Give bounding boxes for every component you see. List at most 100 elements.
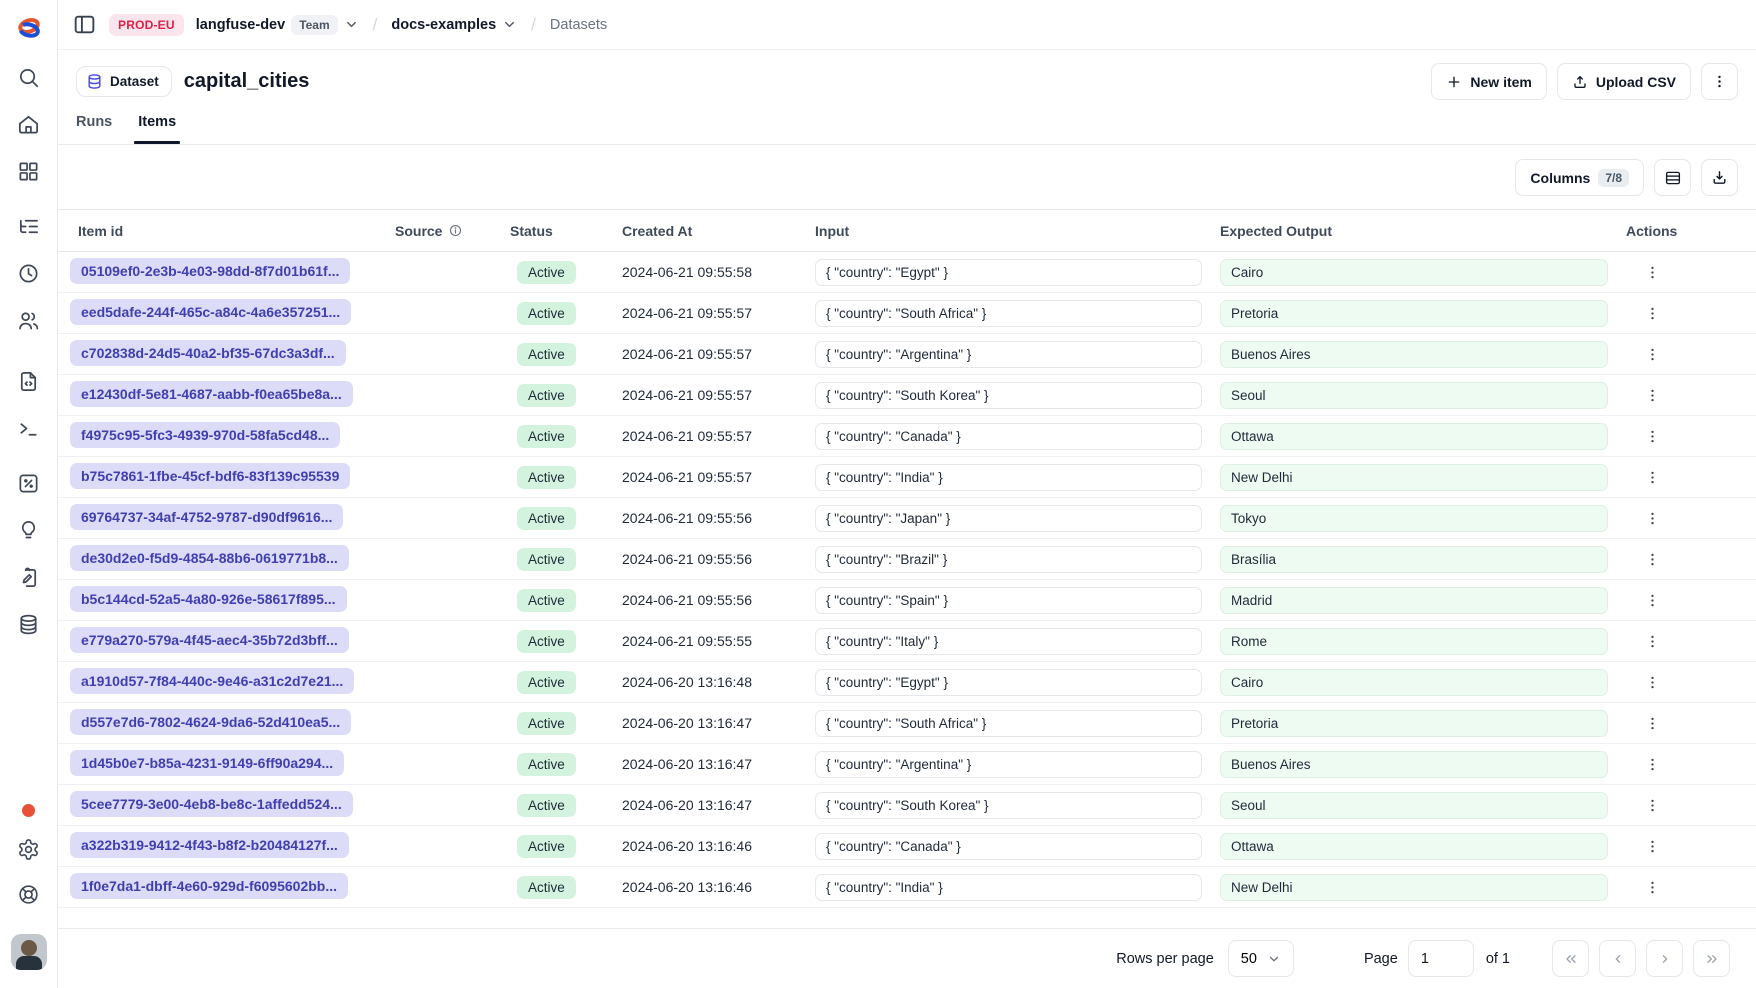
settings-gear-icon[interactable] (16, 836, 42, 862)
table-row[interactable]: 1d45b0e7-b85a-4231-9149-6ff90a294... Act… (58, 744, 1756, 785)
row-actions-kebab-icon[interactable] (1640, 424, 1665, 449)
item-id-link[interactable]: e779a270-579a-4f45-aec4-35b72d3bff... (70, 626, 349, 653)
item-id-cell: e779a270-579a-4f45-aec4-35b72d3bff... (70, 626, 395, 656)
row-actions-kebab-icon[interactable] (1640, 875, 1665, 900)
status-cell: Active (510, 506, 622, 530)
item-id-link[interactable]: 1f0e7da1-dbff-4e60-929d-f6095602bb... (70, 872, 348, 899)
users-icon[interactable] (16, 307, 42, 333)
item-id-link[interactable]: 69764737-34af-4752-9787-d90df9616... (70, 503, 344, 530)
created-at-cell: 2024-06-21 09:55:57 (622, 428, 752, 444)
input-cell: { "country": "India" } (815, 463, 1220, 491)
row-actions-kebab-icon[interactable] (1640, 670, 1665, 695)
row-actions-kebab-icon[interactable] (1640, 793, 1665, 818)
status-badge: Active (517, 711, 576, 735)
expected-output-cell: New Delhi (1220, 873, 1626, 901)
expected-output-value: Tokyo (1220, 504, 1608, 532)
row-actions-kebab-icon[interactable] (1640, 588, 1665, 613)
item-id-link[interactable]: b5c144cd-52a5-4a80-926e-58617f895... (70, 585, 347, 612)
table-row[interactable]: de30d2e0-f5d9-4854-88b6-0619771b8... Act… (58, 539, 1756, 580)
item-id-link[interactable]: e12430df-5e81-4687-aabb-f0ea65be8a... (70, 380, 353, 407)
prev-page-icon[interactable] (1599, 940, 1636, 977)
sessions-clock-icon[interactable] (16, 260, 42, 286)
row-actions-kebab-icon[interactable] (1640, 506, 1665, 531)
columns-button[interactable]: Columns 7/8 (1515, 159, 1644, 196)
item-id-link[interactable]: 1d45b0e7-b85a-4231-9149-6ff90a294... (70, 749, 345, 776)
support-lifebuoy-icon[interactable] (16, 881, 42, 907)
item-id-link[interactable]: eed5dafe-244f-465c-a84c-4a6e357251... (70, 298, 352, 325)
table-row[interactable]: b5c144cd-52a5-4a80-926e-58617f895... Act… (58, 580, 1756, 621)
page-label: Page (1363, 950, 1398, 967)
home-icon[interactable] (16, 111, 42, 137)
sidebar-toggle-icon[interactable] (72, 12, 97, 37)
actions-cell (1626, 383, 1744, 408)
table-row[interactable]: 69764737-34af-4752-9787-d90df9616... Act… (58, 498, 1756, 539)
rows-per-page-select[interactable]: 50 (1227, 940, 1294, 977)
table-row[interactable]: e779a270-579a-4f45-aec4-35b72d3bff... Ac… (58, 621, 1756, 662)
row-actions-kebab-icon[interactable] (1640, 547, 1665, 572)
search-icon[interactable] (16, 64, 42, 90)
tracing-tree-icon[interactable] (16, 213, 42, 239)
row-actions-kebab-icon[interactable] (1640, 301, 1665, 326)
upload-csv-button[interactable]: Upload CSV (1556, 63, 1691, 100)
tab-items[interactable]: Items (134, 108, 181, 144)
item-id-link[interactable]: b75c7861-1fbe-45cf-bdf6-83f139c95539 (70, 462, 351, 489)
dataset-actions-kebab-icon[interactable] (1701, 63, 1738, 100)
annotation-clipboard-icon[interactable] (16, 564, 42, 590)
first-page-icon[interactable] (1552, 940, 1589, 977)
item-id-link[interactable]: 05109ef0-2e3b-4e03-98dd-8f7d01b61f... (70, 257, 351, 284)
table-row[interactable]: 05109ef0-2e3b-4e03-98dd-8f7d01b61f... Ac… (58, 252, 1756, 293)
table-row[interactable]: f4975c95-5fc3-4939-970d-58fa5cd48... Act… (58, 416, 1756, 457)
input-value: { "country": "Egypt" } (815, 258, 1202, 286)
input-value: { "country": "South Korea" } (815, 381, 1202, 409)
table-row[interactable]: e12430df-5e81-4687-aabb-f0ea65be8a... Ac… (58, 375, 1756, 416)
row-actions-kebab-icon[interactable] (1640, 752, 1665, 777)
new-item-button[interactable]: New item (1431, 63, 1547, 100)
table-row[interactable]: eed5dafe-244f-465c-a84c-4a6e357251... Ac… (58, 293, 1756, 334)
llm-judge-lightbulb-icon[interactable] (16, 517, 42, 543)
table-row[interactable]: 1f0e7da1-dbff-4e60-929d-f6095602bb... Ac… (58, 867, 1756, 908)
row-actions-kebab-icon[interactable] (1640, 834, 1665, 859)
item-id-link[interactable]: 5cee7779-3e00-4eb8-be8c-1affedd524... (70, 790, 353, 817)
info-icon (450, 224, 462, 237)
table-row[interactable]: b75c7861-1fbe-45cf-bdf6-83f139c95539 Act… (58, 457, 1756, 498)
dashboard-grid-icon[interactable] (16, 158, 42, 184)
row-height-icon[interactable] (1654, 159, 1691, 196)
download-icon[interactable] (1701, 159, 1738, 196)
langfuse-logo-icon[interactable] (15, 14, 43, 42)
table-row[interactable]: d557e7d6-7802-4624-9da6-52d410ea5... Act… (58, 703, 1756, 744)
item-id-link[interactable]: a1910d57-7f84-440c-9e46-a31c2d7e21... (70, 667, 355, 694)
item-id-link[interactable]: a322b319-9412-4f43-b8f2-b20484127f... (70, 831, 349, 858)
tab-runs[interactable]: Runs (76, 114, 113, 130)
item-id-link[interactable]: f4975c95-5fc3-4939-970d-58fa5cd48... (70, 421, 341, 448)
table-row[interactable]: a1910d57-7f84-440c-9e46-a31c2d7e21... Ac… (58, 662, 1756, 703)
user-avatar[interactable] (10, 934, 47, 970)
evaluation-percent-icon[interactable] (16, 470, 42, 496)
item-id-link[interactable]: de30d2e0-f5d9-4854-88b6-0619771b8... (70, 544, 349, 571)
expected-output-cell: Buenos Aires (1220, 750, 1626, 778)
last-page-icon[interactable] (1693, 940, 1730, 977)
page-number-input[interactable] (1407, 940, 1474, 977)
prompts-file-icon[interactable] (16, 368, 42, 394)
item-id-cell: 69764737-34af-4752-9787-d90df9616... (70, 503, 395, 533)
item-id-link[interactable]: c702838d-24d5-40a2-bf35-67dc3a3df... (70, 339, 346, 366)
item-id-link[interactable]: d557e7d6-7802-4624-9da6-52d410ea5... (70, 708, 352, 735)
datasets-database-icon[interactable] (16, 611, 42, 637)
playground-terminal-icon[interactable] (16, 415, 42, 441)
actions-cell (1626, 465, 1744, 490)
expected-output-value: New Delhi (1220, 873, 1608, 901)
row-actions-kebab-icon[interactable] (1640, 629, 1665, 654)
row-actions-kebab-icon[interactable] (1640, 260, 1665, 285)
row-actions-kebab-icon[interactable] (1640, 711, 1665, 736)
row-actions-kebab-icon[interactable] (1640, 465, 1665, 490)
table-row[interactable]: c702838d-24d5-40a2-bf35-67dc3a3df... Act… (58, 334, 1756, 375)
next-page-icon[interactable] (1646, 940, 1683, 977)
main-content: PROD-EU langfuse-dev Team / docs-example… (58, 0, 1756, 988)
columns-count-badge: 7/8 (1598, 168, 1629, 187)
table-row[interactable]: 5cee7779-3e00-4eb8-be8c-1affedd524... Ac… (58, 785, 1756, 826)
row-actions-kebab-icon[interactable] (1640, 342, 1665, 367)
row-actions-kebab-icon[interactable] (1640, 383, 1665, 408)
table-row[interactable]: a322b319-9412-4f43-b8f2-b20484127f... Ac… (58, 826, 1756, 867)
chevron-down-icon (502, 17, 517, 32)
org-switcher[interactable]: langfuse-dev Team (196, 14, 359, 35)
project-switcher[interactable]: docs-examples (391, 17, 517, 33)
